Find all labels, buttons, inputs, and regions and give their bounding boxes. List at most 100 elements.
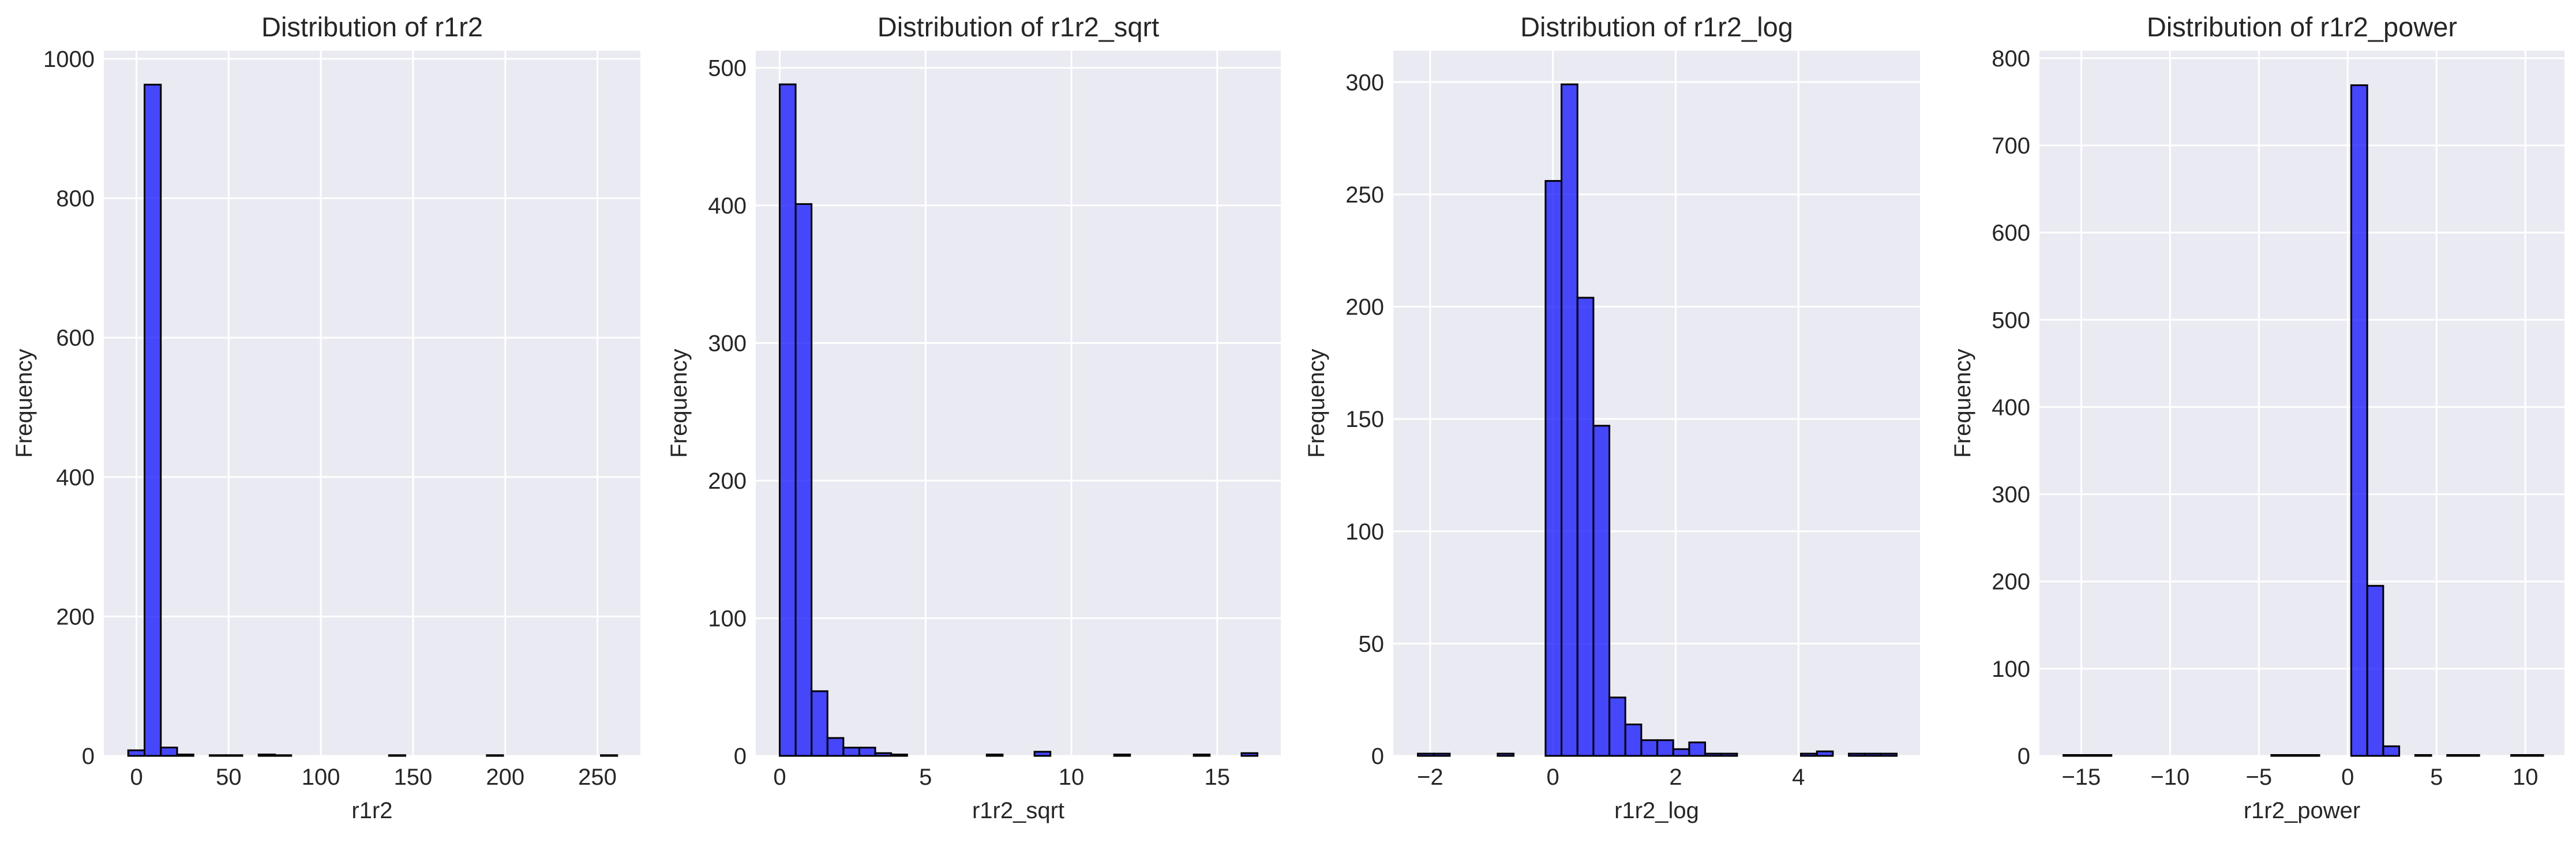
x-tick-label: 5 bbox=[919, 765, 932, 790]
y-tick-label: 0 bbox=[734, 744, 747, 769]
y-tick-label: 600 bbox=[1992, 220, 2030, 246]
x-axis-label: r1r2_log bbox=[1614, 798, 1699, 823]
histogram-bar bbox=[1417, 752, 1435, 757]
x-tick-label: 15 bbox=[1205, 765, 1231, 790]
histogram-bar bbox=[826, 737, 845, 757]
histogram-bar bbox=[2510, 754, 2528, 757]
gridlines bbox=[104, 51, 640, 757]
histogram-bar bbox=[1193, 754, 1211, 757]
histogram-bar bbox=[811, 690, 828, 757]
x-tick-label: −2 bbox=[1417, 765, 1443, 790]
histogram-bar bbox=[1497, 752, 1515, 757]
y-tick-label: 600 bbox=[56, 325, 95, 351]
histogram-bar bbox=[1433, 752, 1451, 757]
histogram-bar bbox=[225, 754, 243, 757]
histogram-bar bbox=[794, 203, 813, 757]
y-axis-label: Frequency bbox=[1304, 349, 1329, 458]
x-tick-label: −10 bbox=[2150, 765, 2189, 790]
histogram-bar bbox=[2302, 754, 2320, 757]
histogram-bar bbox=[388, 754, 407, 757]
tick-labels: 0 5 10 15 0 100 200 300 400 500 bbox=[708, 56, 1230, 790]
subplot-r1r2-power: −15 −10 −5 0 5 100100200300400500600700800Dis… bbox=[1950, 12, 2564, 823]
histogram-bar bbox=[209, 754, 227, 757]
histogram-bar bbox=[2414, 754, 2432, 757]
y-axis-label: Frequency bbox=[12, 349, 37, 458]
x-tick-label: 0 bbox=[1547, 765, 1559, 790]
x-tick-label: 4 bbox=[1792, 765, 1805, 790]
subplot-title: Distribution of r1r2 bbox=[261, 12, 483, 42]
x-tick-label: 0 bbox=[773, 765, 786, 790]
y-tick-label: 500 bbox=[708, 56, 747, 81]
histogram-bar bbox=[2063, 754, 2080, 757]
subplot-title: Distribution of r1r2_sqrt bbox=[878, 12, 1159, 42]
histogram-bar bbox=[890, 754, 908, 757]
y-tick-label: 800 bbox=[56, 186, 95, 212]
y-tick-label: 0 bbox=[2018, 744, 2030, 769]
histogram-bar bbox=[1592, 425, 1611, 757]
gridlines bbox=[2039, 51, 2564, 757]
histogram-bar bbox=[874, 752, 893, 757]
subplot-r1r2: 0 50 100 150 200 250 0 200 400 600 800 1000 Distribu… bbox=[12, 12, 640, 823]
y-tick-label: 200 bbox=[1992, 570, 2030, 595]
y-tick-label: 300 bbox=[1992, 482, 2030, 508]
x-tick-label: 0 bbox=[2341, 765, 2354, 790]
histogram-bar bbox=[1656, 739, 1674, 757]
histogram-bar bbox=[600, 754, 618, 757]
y-tick-label: 500 bbox=[1992, 308, 2030, 333]
x-tick-label: 50 bbox=[216, 765, 242, 790]
x-axis-label: r1r2_sqrt bbox=[972, 798, 1064, 823]
histogram-bar bbox=[257, 754, 276, 757]
histogram-bar bbox=[1576, 297, 1595, 757]
y-tick-label: 400 bbox=[1992, 395, 2030, 420]
y-tick-label: 700 bbox=[1992, 133, 2030, 159]
histogram-bar bbox=[176, 754, 194, 757]
histogram-bar bbox=[2078, 754, 2097, 757]
x-tick-label: 10 bbox=[1059, 765, 1085, 790]
x-axis-label: r1r2 bbox=[351, 798, 392, 823]
histogram-bar bbox=[1640, 739, 1659, 757]
histogram-bars bbox=[127, 84, 618, 757]
histogram-bars bbox=[1417, 83, 1898, 757]
histogram-bar bbox=[274, 754, 293, 757]
histogram-bar bbox=[1561, 83, 1578, 757]
x-tick-label: −15 bbox=[2061, 765, 2101, 790]
histogram-bar bbox=[2286, 754, 2304, 757]
y-tick-label: 200 bbox=[708, 469, 747, 494]
x-tick-label: 200 bbox=[486, 765, 524, 790]
y-tick-label: 1000 bbox=[43, 47, 95, 72]
x-tick-label: 10 bbox=[2513, 765, 2538, 790]
plot-area bbox=[104, 51, 640, 756]
tick-labels: −2 0 2 4 0 50 100 150 200 250 300 bbox=[1345, 70, 1805, 790]
y-tick-label: 300 bbox=[1345, 70, 1384, 95]
y-tick-label: 200 bbox=[1345, 295, 1384, 320]
subplot-title: Distribution of r1r2_power bbox=[2147, 12, 2457, 42]
plot-area bbox=[756, 51, 1281, 756]
histogram-bar bbox=[1848, 752, 1866, 757]
histogram-bar bbox=[1608, 696, 1626, 757]
y-tick-label: 800 bbox=[1992, 46, 2030, 72]
x-tick-label: 5 bbox=[2430, 765, 2443, 790]
histogram-bar bbox=[1720, 752, 1738, 757]
y-tick-label: 400 bbox=[708, 193, 747, 219]
x-tick-label: 250 bbox=[578, 765, 617, 790]
histogram-bar bbox=[2526, 754, 2544, 757]
histogram-bar bbox=[2094, 754, 2113, 757]
histogram-bar bbox=[1033, 751, 1052, 757]
y-tick-label: 100 bbox=[1345, 519, 1384, 545]
histogram-bar bbox=[1800, 752, 1818, 757]
histogram-bar bbox=[2446, 754, 2464, 757]
y-tick-label: 100 bbox=[1992, 657, 2030, 682]
histogram-bar bbox=[1704, 752, 1722, 757]
y-tick-label: 300 bbox=[708, 331, 747, 357]
histogram-bar bbox=[2382, 745, 2401, 757]
histogram-bar bbox=[2350, 84, 2368, 757]
subplot-r1r2-log: −2 0 2 4 0 50 100 150 200 250 300 Distribution of r… bbox=[1304, 12, 1920, 823]
histogram-bar bbox=[1672, 748, 1690, 757]
histogram-bar bbox=[2270, 754, 2289, 757]
x-tick-label: 0 bbox=[130, 765, 143, 790]
histogram-bar bbox=[1624, 724, 1643, 757]
y-tick-label: 50 bbox=[1359, 631, 1385, 657]
x-tick-label: 100 bbox=[302, 765, 340, 790]
